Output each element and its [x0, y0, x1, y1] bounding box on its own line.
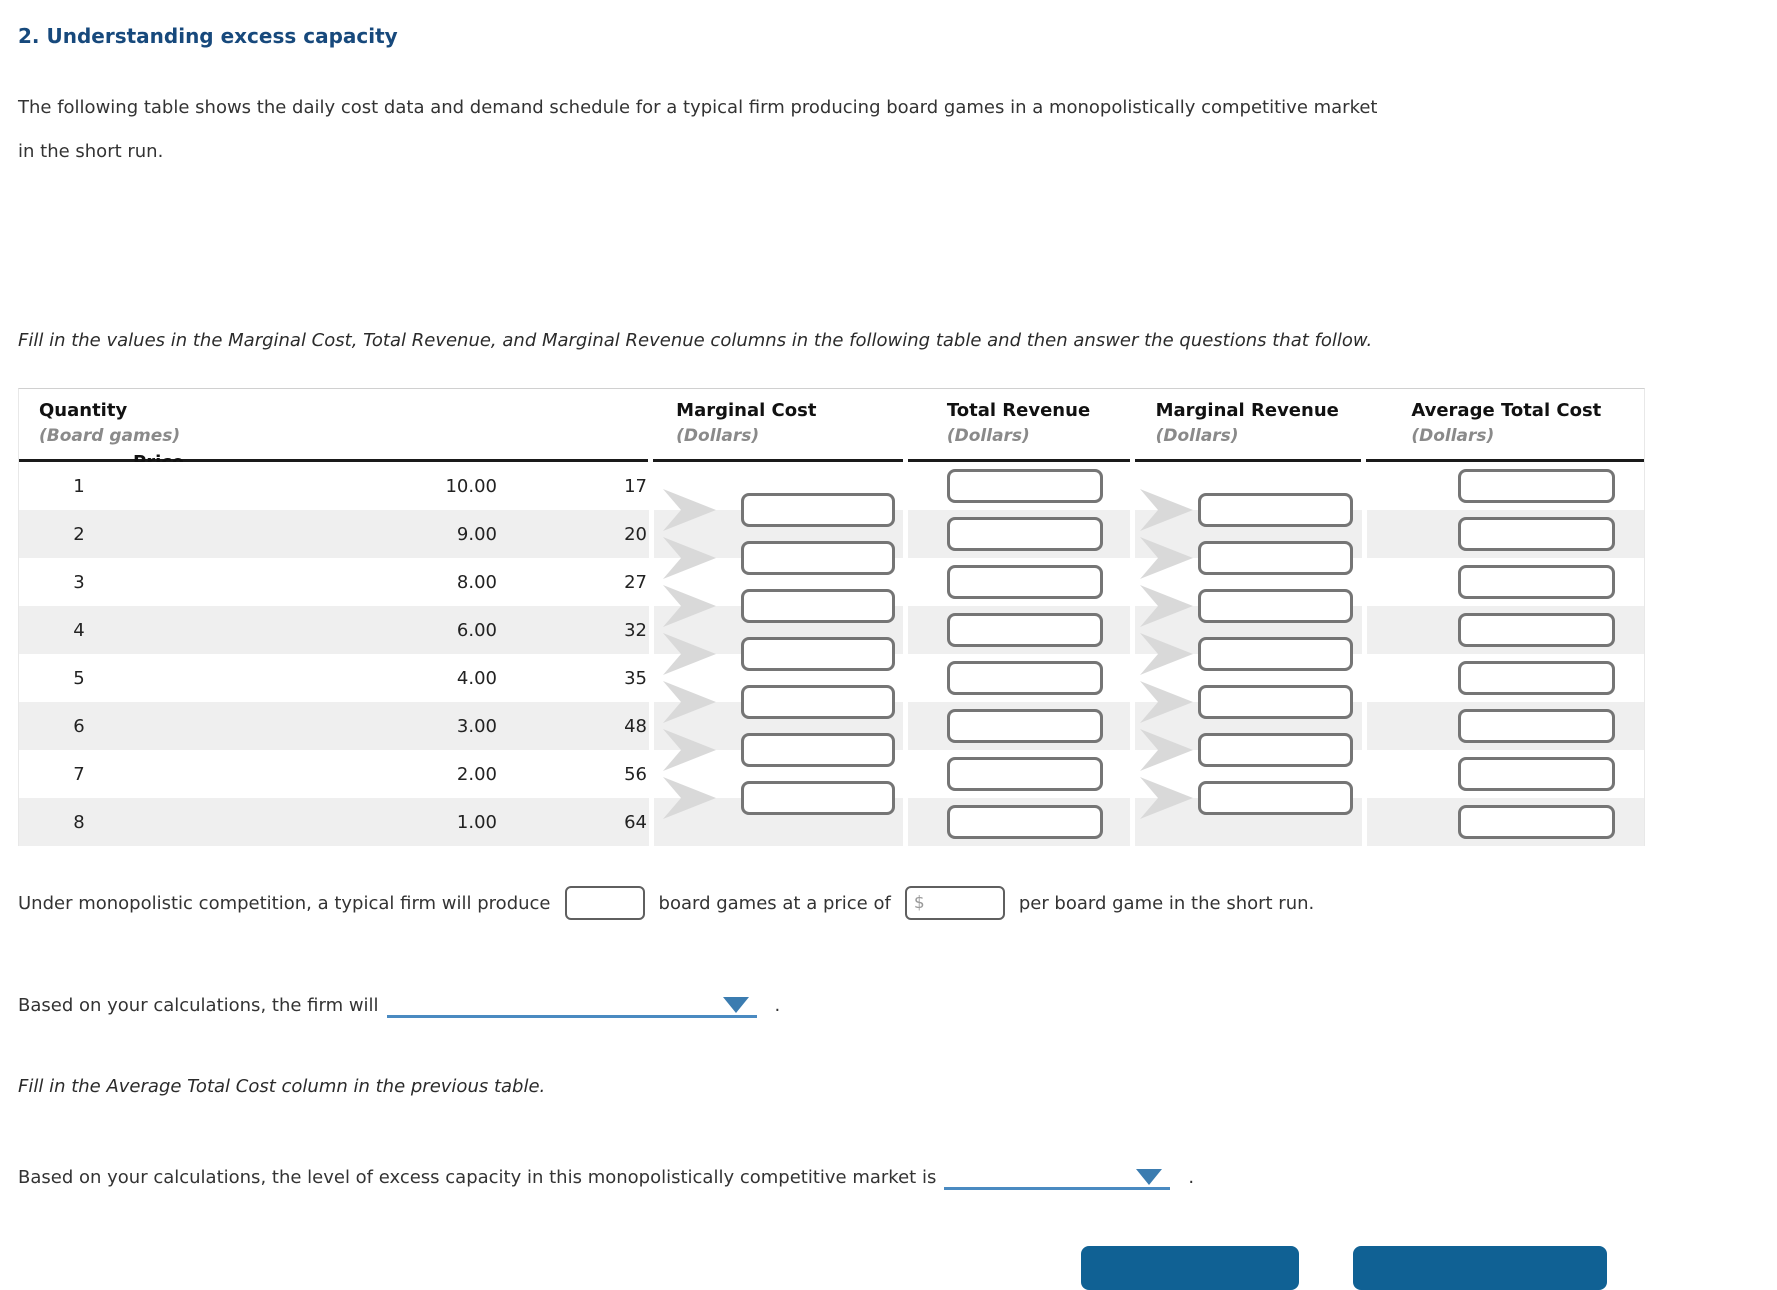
q3-text-pre: Based on your calculations, the level of… — [18, 1166, 937, 1188]
total-cost-value: 48 — [624, 715, 647, 737]
price-value: 4.00 — [456, 667, 497, 689]
average-total-cost-input[interactable] — [1457, 757, 1615, 791]
total-cost-value: 56 — [624, 763, 647, 785]
marginal-revenue-input[interactable] — [1198, 733, 1353, 767]
assignment-page: 2. Understanding excess capacity The fol… — [18, 24, 1645, 1290]
header-marginal-revenue: Marginal Revenue (Dollars) — [1134, 389, 1362, 462]
total-cost-value: 32 — [624, 619, 647, 641]
average-total-cost-input[interactable] — [1457, 661, 1615, 695]
quantity-value: 2 — [73, 523, 85, 545]
total-cost-value: 20 — [624, 523, 647, 545]
question-produce-price: Under monopolistic competition, a typica… — [18, 886, 1314, 920]
marginal-revenue-input[interactable] — [1198, 685, 1353, 719]
header-group-qty-price-cost: Quantity (Board games) Price (Dollars pe… — [19, 389, 649, 550]
total-revenue-input[interactable] — [947, 469, 1104, 503]
table-header: Quantity (Board games) Price (Dollars pe… — [19, 389, 1645, 550]
header-average-total-cost: Average Total Cost (Dollars) — [1366, 389, 1645, 462]
quantity-value: 1 — [73, 475, 85, 497]
table-row: 1 10.00 17 — [19, 462, 1644, 510]
q2-text-pre: Based on your calculations, the firm wil… — [18, 994, 379, 1016]
intro-line-1: The following table shows the daily cost… — [18, 97, 1378, 118]
cost-demand-table: Quantity (Board games) Price (Dollars pe… — [18, 388, 1645, 846]
column-separator — [1361, 389, 1367, 462]
price-value: 10.00 — [445, 475, 497, 497]
price-value: 3.00 — [456, 715, 497, 737]
q1-text-post: per board game in the short run. — [1018, 892, 1315, 914]
intro-paragraph: The following table shows the daily cost… — [18, 86, 1378, 174]
q1-text-mid: board games at a price of — [658, 892, 891, 914]
column-separator — [648, 389, 654, 462]
firm-will-dropdown[interactable] — [386, 992, 757, 1018]
average-total-cost-input[interactable] — [1457, 517, 1615, 551]
total-cost-value: 27 — [624, 571, 647, 593]
price-answer-input[interactable] — [924, 893, 985, 913]
page-title: 2. Understanding excess capacity — [18, 24, 398, 48]
fill-atc-instruction: Fill in the Average Total Cost column in… — [18, 1076, 546, 1097]
action-button-left[interactable] — [1081, 1246, 1299, 1290]
total-revenue-input[interactable] — [947, 517, 1104, 551]
total-revenue-input[interactable] — [947, 613, 1104, 647]
marginal-cost-input[interactable] — [741, 685, 895, 719]
q2-period: . — [774, 994, 781, 1016]
q3-period: . — [1188, 1166, 1195, 1188]
quantity-answer-input[interactable] — [564, 886, 645, 920]
total-revenue-input[interactable] — [947, 661, 1104, 695]
price-value: 2.00 — [456, 763, 497, 785]
price-value: 9.00 — [456, 523, 497, 545]
header-total-revenue: Total Revenue (Dollars) — [907, 389, 1130, 462]
quantity-value: 8 — [73, 811, 85, 833]
total-revenue-input[interactable] — [947, 805, 1104, 839]
excess-capacity-dropdown[interactable] — [944, 1164, 1171, 1190]
marginal-revenue-input[interactable] — [1198, 637, 1353, 671]
dropdown-arrow-icon — [722, 997, 749, 1013]
total-revenue-input[interactable] — [947, 565, 1104, 599]
quantity-value: 7 — [73, 763, 85, 785]
total-cost-value: 64 — [624, 811, 647, 833]
quantity-value: 5 — [73, 667, 85, 689]
average-total-cost-input[interactable] — [1457, 469, 1615, 503]
action-button-right[interactable] — [1353, 1246, 1607, 1290]
price-value: 8.00 — [456, 571, 497, 593]
price-answer-field[interactable]: $ — [904, 886, 1005, 920]
marginal-cost-input[interactable] — [741, 733, 895, 767]
marginal-cost-input[interactable] — [741, 781, 895, 815]
table-body: 1 10.00 17 2 9.00 20 — [19, 462, 1644, 846]
column-separator — [902, 389, 908, 462]
total-cost-value: 17 — [624, 475, 647, 497]
marginal-cost-input[interactable] — [741, 493, 895, 527]
total-revenue-input[interactable] — [947, 757, 1104, 791]
price-value: 1.00 — [456, 811, 497, 833]
average-total-cost-input[interactable] — [1457, 805, 1615, 839]
average-total-cost-input[interactable] — [1457, 565, 1615, 599]
marginal-revenue-input[interactable] — [1198, 589, 1353, 623]
question-firm-will: Based on your calculations, the firm wil… — [18, 992, 780, 1018]
intro-line-2: in the short run. — [18, 141, 164, 162]
q1-text-pre: Under monopolistic competition, a typica… — [18, 892, 551, 914]
average-total-cost-input[interactable] — [1457, 613, 1615, 647]
marginal-cost-input[interactable] — [741, 637, 895, 671]
dropdown-arrow-icon — [1136, 1169, 1163, 1185]
marginal-cost-input[interactable] — [741, 541, 895, 575]
quantity-value: 4 — [73, 619, 85, 641]
average-total-cost-input[interactable] — [1457, 709, 1615, 743]
total-cost-value: 35 — [624, 667, 647, 689]
total-revenue-input[interactable] — [947, 709, 1104, 743]
quantity-value: 6 — [73, 715, 85, 737]
marginal-revenue-input[interactable] — [1198, 541, 1353, 575]
header-marginal-cost: Marginal Cost (Dollars) — [653, 389, 903, 462]
between-row-inputs-overlay — [19, 462, 1646, 846]
fill-columns-instruction: Fill in the values in the Marginal Cost,… — [18, 330, 1373, 351]
marginal-revenue-input[interactable] — [1198, 781, 1353, 815]
question-excess-capacity: Based on your calculations, the level of… — [18, 1164, 1194, 1190]
quantity-value: 3 — [73, 571, 85, 593]
price-value: 6.00 — [456, 619, 497, 641]
column-separator — [1129, 389, 1135, 462]
marginal-revenue-input[interactable] — [1198, 493, 1353, 527]
dollar-sign: $ — [913, 893, 925, 913]
header-quantity: Quantity (Board games) — [39, 400, 181, 446]
marginal-cost-input[interactable] — [741, 589, 895, 623]
